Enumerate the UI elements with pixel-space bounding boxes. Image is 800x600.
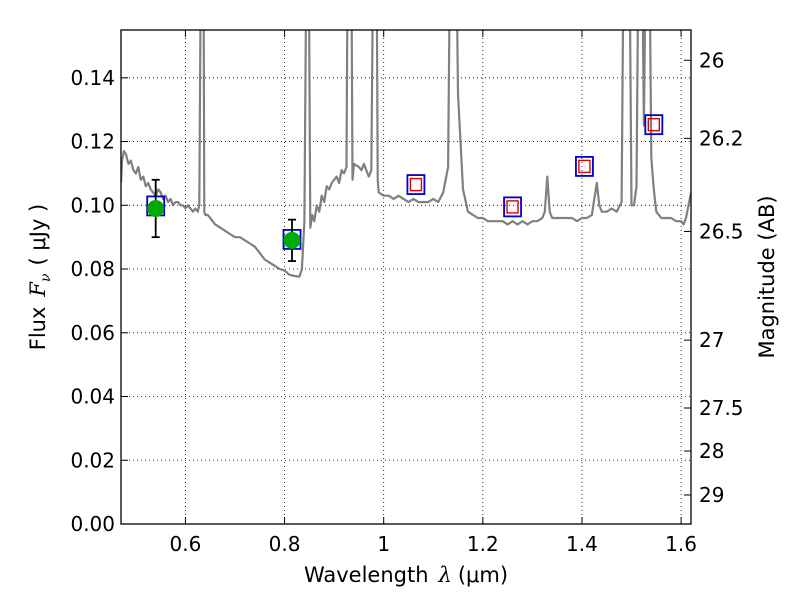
model-photometry-inner-marker — [506, 200, 519, 214]
y-tick-label: 0.00 — [70, 512, 115, 536]
model-photometry-inner-marker — [647, 117, 661, 132]
x-axis-title: Wavelength λ (μm) — [304, 563, 508, 587]
observed-photometry-point — [283, 231, 301, 249]
model-spectrum-line — [121, 30, 691, 278]
y-tick-label: 0.10 — [70, 193, 115, 217]
y2-tick-label: 29 — [699, 483, 724, 507]
y-tick-label: 0.12 — [70, 130, 115, 154]
spectrum-layer — [121, 30, 691, 278]
x-tick-label: 1.4 — [566, 532, 598, 556]
photometry-layer — [146, 114, 664, 262]
y2-tick-label: 27.5 — [699, 396, 744, 420]
model-photometry-inner-marker — [409, 177, 423, 192]
y-tick-label: 0.06 — [70, 321, 115, 345]
ticks: 0.6 0.8 1 1.2 1.4 1.6 0.00 0.02 0.04 0.06 0.08 0.10… — [70, 30, 744, 556]
x-tick-label: 1.6 — [665, 532, 697, 556]
y2-tick-label: 26.2 — [699, 126, 744, 150]
y-tick-label: 0.14 — [70, 66, 115, 90]
y-tick-label: 0.04 — [70, 385, 115, 409]
grid — [121, 30, 691, 524]
plot-frame — [120, 29, 692, 525]
y2-tick-label: 26.5 — [699, 219, 744, 243]
y2-tick-label: 26 — [699, 48, 724, 72]
model-photometry-inner-marker — [578, 159, 591, 174]
model-photometry-marker — [503, 196, 522, 218]
model-photometry-marker — [644, 114, 664, 136]
y-tick-label: 0.08 — [70, 257, 115, 281]
x-tick-label: 1 — [377, 532, 390, 556]
model-photometry-marker — [406, 174, 426, 195]
y2-tick-label: 28 — [699, 439, 724, 463]
model-photometry-marker — [575, 156, 594, 177]
y-tick-label: 0.02 — [70, 448, 115, 472]
x-tick-label: 1.2 — [467, 532, 499, 556]
y-axis-title: FluxFν( μJy ) — [26, 204, 54, 350]
y2-axis-title: Magnitude (AB) — [755, 195, 779, 358]
y2-tick-label: 27 — [699, 328, 724, 352]
x-tick-label: 0.8 — [269, 532, 301, 556]
x-tick-label: 0.6 — [170, 532, 202, 556]
observed-photometry-point — [147, 199, 165, 217]
